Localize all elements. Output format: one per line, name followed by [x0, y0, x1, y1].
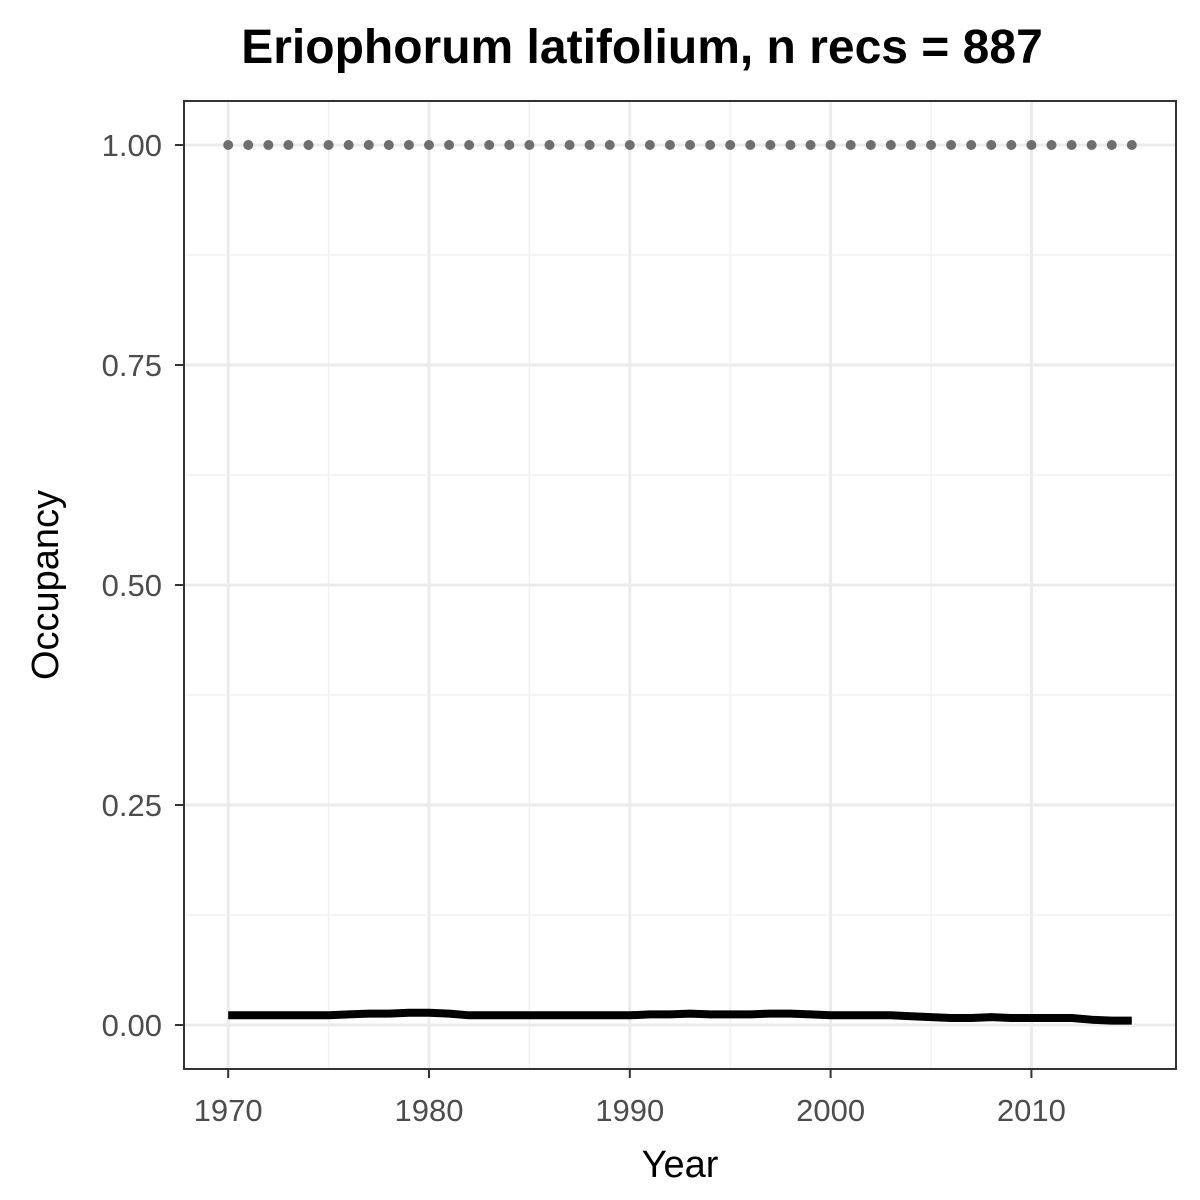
series-dotted-point [966, 140, 977, 150]
series-dotted-point [1106, 140, 1117, 150]
series-dotted-point [885, 140, 896, 150]
series-dotted-point [946, 140, 957, 150]
series-dotted-point [664, 140, 675, 150]
y-tick-label: 0.50 [102, 568, 162, 603]
x-tick-label: 1980 [395, 1093, 464, 1128]
series-dotted-point [544, 140, 555, 150]
series-dotted-point [524, 140, 535, 150]
series-dotted-point [403, 140, 414, 150]
series-dotted-point [584, 140, 595, 150]
y-tick-label: 0.25 [102, 788, 162, 823]
series-dotted-point [484, 140, 495, 150]
series-dotted-point [504, 140, 515, 150]
series-dotted-point [303, 140, 314, 150]
series-dotted-point [223, 140, 234, 150]
series-layer [223, 140, 1137, 1025]
series-dotted-point [1086, 140, 1097, 150]
y-tick-label: 0.00 [102, 1008, 162, 1043]
plot-panel [183, 100, 1177, 1070]
x-tick-label: 1990 [595, 1093, 664, 1128]
series-dotted-point [624, 140, 635, 150]
series-dotted-point [1026, 140, 1037, 150]
series-dotted-point [1126, 140, 1137, 150]
y-tick-label: 0.75 [102, 348, 162, 383]
series-dotted-point [705, 140, 716, 150]
series-dotted-point [865, 140, 876, 150]
series-dotted-point [564, 140, 575, 150]
y-tick-label: 1.00 [102, 128, 162, 163]
series-dotted-point [785, 140, 796, 150]
series-dotted-point [363, 140, 374, 150]
series-dotted-point [243, 140, 254, 150]
series-dotted-point [725, 140, 736, 150]
series-solid-line [228, 1008, 1132, 1025]
series-dotted-point [464, 140, 475, 150]
series-dotted-point [905, 140, 916, 150]
series-dotted-point [1066, 140, 1077, 150]
series-dotted-point [604, 140, 615, 150]
x-axis: 1970 1980 1990 2000 2010 [194, 1069, 1066, 1128]
series-dotted-point [423, 140, 434, 150]
series-dotted-point [825, 140, 836, 150]
series-dotted-point [343, 140, 354, 150]
x-tick-label: 2000 [796, 1093, 865, 1128]
y-axis-title: Occupancy [25, 490, 67, 680]
series-dotted-point [1046, 140, 1057, 150]
series-dotted-point [685, 140, 696, 150]
series-dotted-point [444, 140, 455, 150]
series-dotted-point [644, 140, 655, 150]
series-dotted-point [765, 140, 776, 150]
series-dotted-point [745, 140, 756, 150]
series-dotted-point [926, 140, 937, 150]
x-tick-label: 2010 [997, 1093, 1066, 1128]
series-dotted-point [323, 140, 334, 150]
x-tick-label: 1970 [194, 1093, 263, 1128]
series-dotted-point [263, 140, 274, 150]
series-dotted-point [1006, 140, 1017, 150]
chart-title: Eriophorum latifolium, n recs = 887 [241, 21, 1043, 74]
series-dotted-point [283, 140, 294, 150]
series-dotted-point [383, 140, 394, 150]
y-axis: 0.00 0.25 0.50 0.75 1.00 [102, 128, 184, 1043]
series-dotted-point [845, 140, 856, 150]
series-dotted-point [805, 140, 816, 150]
x-axis-title: Year [642, 1144, 719, 1186]
series-dotted-point [986, 140, 997, 150]
